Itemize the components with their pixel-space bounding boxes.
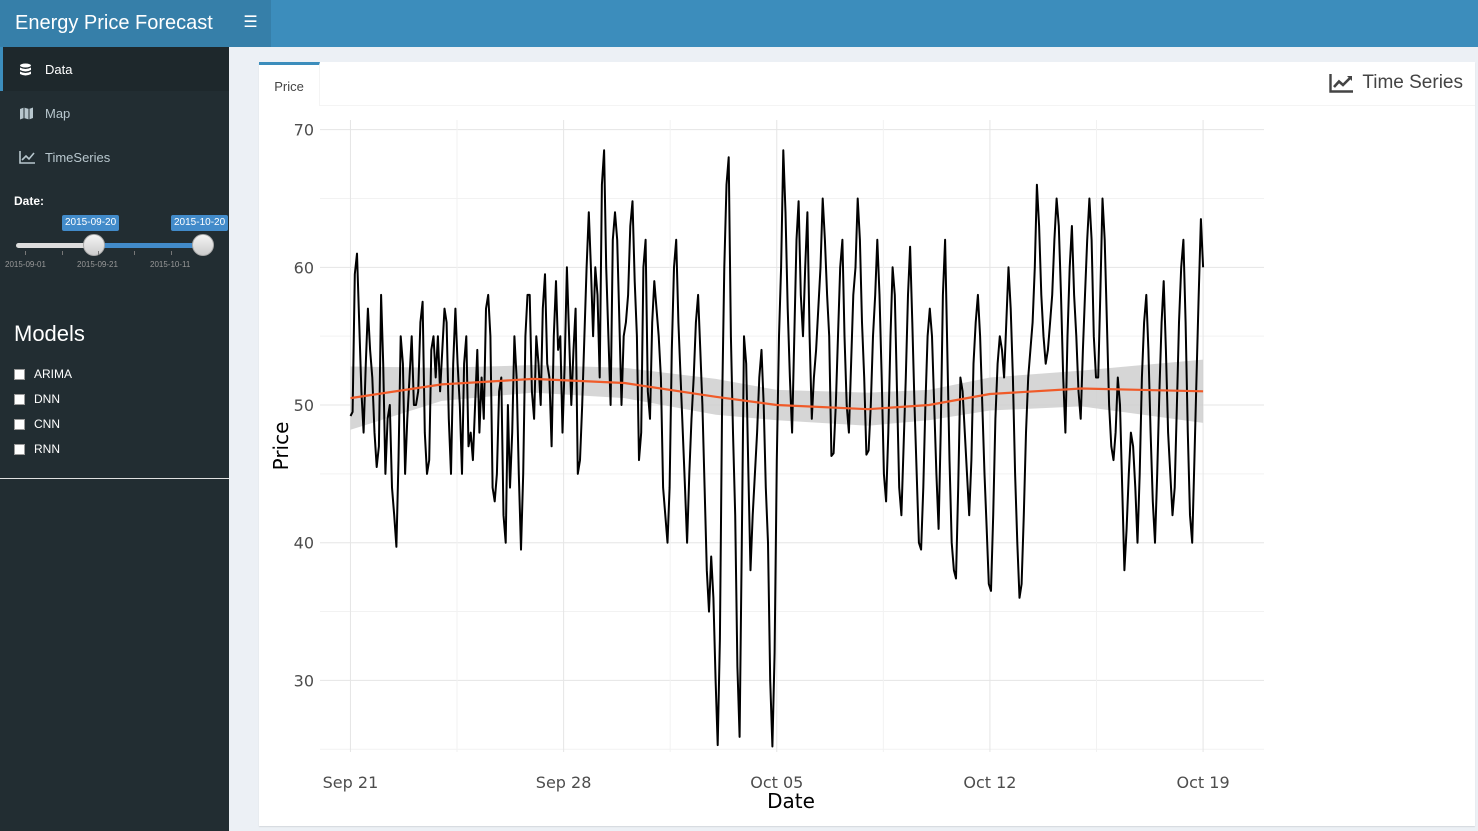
x-tick-label: Sep 28 (536, 773, 592, 792)
sidebar-item-data[interactable]: Data (0, 47, 229, 91)
chart-tick-labels: 30 40 50 60 70 Sep 21 Sep 28 Oct 05 Oct 12 Oct 19 (294, 121, 1230, 792)
y-axis-label: Price (269, 422, 293, 471)
slider-grid-label: 2015-09-01 (5, 260, 46, 269)
time-series-box: Price Time Series 30 40 50 60 70 Sep 21 Sep 28… (259, 62, 1475, 826)
x-tick-label: Oct 05 (750, 773, 803, 792)
models-heading: Models (14, 321, 85, 346)
checkbox[interactable] (14, 393, 25, 405)
checkbox-label: ARIMA (34, 367, 73, 381)
database-icon (19, 62, 37, 76)
sidebar-item-label: Data (45, 61, 73, 77)
chart-smooth-line (350, 377, 1204, 411)
y-tick-label: 60 (294, 258, 314, 277)
checkbox[interactable] (14, 418, 25, 430)
tab-bar: Price Time Series (259, 62, 1475, 106)
box-title: Time Series (1329, 72, 1463, 94)
slider-selected-range (94, 243, 204, 248)
sidebar-divider (0, 478, 229, 479)
slider-from-label: 2015-09-20 (62, 215, 120, 231)
price-time-series-chart: 30 40 50 60 70 Sep 21 Sep 28 Oct 05 Oct 12 Oct 19… (269, 120, 1264, 813)
x-tick-label: Oct 12 (963, 773, 1016, 792)
slider-grid-label: 2015-09-21 (77, 260, 118, 269)
line-chart-icon (1329, 73, 1354, 93)
checkbox[interactable] (14, 443, 25, 455)
sidebar-item-timeseries[interactable]: TimeSeries (0, 135, 229, 179)
y-tick-label: 40 (294, 534, 314, 553)
x-axis-label: Date (767, 789, 815, 813)
slider-from-handle[interactable] (83, 234, 105, 256)
checkbox-label: DNN (34, 392, 60, 406)
model-checkbox-dnn[interactable]: DNN (14, 392, 60, 406)
smooth-trend-line (350, 377, 1204, 411)
y-tick-label: 70 (294, 121, 314, 140)
slider-to-handle[interactable] (192, 234, 214, 256)
slider-grid-tick (134, 251, 135, 255)
model-checkbox-rnn[interactable]: RNN (14, 442, 60, 456)
price-series-line (349, 149, 1205, 748)
sidebar: Data Map TimeSeries Date: 2015-09-20 201… (0, 47, 229, 831)
model-checkbox-cnn[interactable]: CNN (14, 417, 60, 431)
slider-grid-label: 2015-10-11 (150, 260, 191, 269)
date-range-slider[interactable]: 2015-09-20 2015-10-20 2015-09-01 2015-09… (0, 215, 229, 275)
checkbox-label: RNN (34, 442, 60, 456)
chart-series (349, 149, 1205, 748)
sidebar-item-map[interactable]: Map (0, 91, 229, 135)
line-chart-icon (19, 150, 37, 164)
map-icon (19, 106, 37, 120)
x-tick-label: Oct 19 (1177, 773, 1230, 792)
slider-grid-tick (98, 251, 99, 255)
checkbox-label: CNN (34, 417, 60, 431)
slider-grid-tick (62, 251, 63, 255)
top-header: Energy Price Forecast ☰ (0, 0, 1478, 47)
sidebar-item-label: Map (45, 105, 71, 121)
app-title[interactable]: Energy Price Forecast (0, 0, 230, 47)
slider-grid-tick (171, 251, 172, 255)
x-tick-label: Sep 21 (323, 773, 379, 792)
slider-grid-tick (25, 251, 26, 255)
checkbox[interactable] (14, 368, 25, 380)
hamburger-icon: ☰ (243, 14, 258, 31)
box-title-text: Time Series (1362, 72, 1463, 93)
sidebar-item-label: TimeSeries (45, 149, 111, 165)
y-tick-label: 50 (294, 396, 314, 415)
model-checkbox-arima[interactable]: ARIMA (14, 367, 72, 381)
y-tick-label: 30 (294, 671, 314, 690)
tab-price[interactable]: Price (259, 62, 320, 106)
sidebar-toggle-button[interactable]: ☰ (230, 0, 271, 47)
date-label: Date: (14, 194, 45, 208)
slider-to-label: 2015-10-20 (171, 215, 229, 231)
